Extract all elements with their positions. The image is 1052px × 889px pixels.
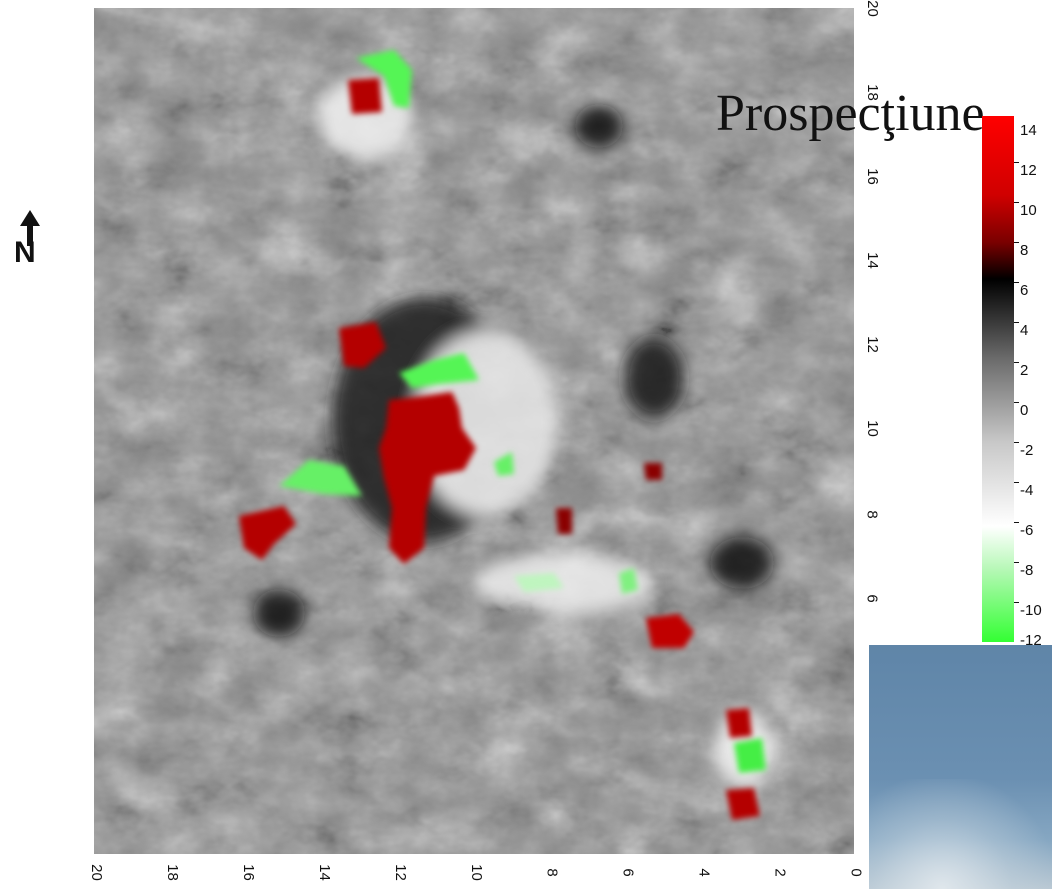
bottom-tick-label: 20 xyxy=(87,864,105,881)
right-tick-label: 16 xyxy=(863,168,881,185)
legend-tick xyxy=(1014,202,1019,203)
bottom-tick-label: 10 xyxy=(467,864,485,881)
right-tick-label: 10 xyxy=(863,420,881,437)
bottom-axis: 20 18 16 14 12 10 8 6 4 2 0 xyxy=(60,854,890,889)
legend-tick xyxy=(1014,402,1019,403)
legend-tick xyxy=(1014,322,1019,323)
bottom-tick-label: 14 xyxy=(315,864,333,881)
legend-label: 14 xyxy=(1020,122,1037,139)
right-tick-label: 20 xyxy=(863,0,881,17)
legend-label: -4 xyxy=(1020,482,1034,499)
legend-label: 6 xyxy=(1020,282,1029,299)
right-tick-label: 12 xyxy=(863,336,881,353)
bottom-tick-label: 0 xyxy=(847,868,865,877)
bottom-tick-label: 8 xyxy=(543,868,561,877)
legend-label: 8 xyxy=(1020,242,1029,259)
legend-label: -8 xyxy=(1020,562,1034,579)
legend-tick xyxy=(1014,482,1019,483)
legend-tick xyxy=(1014,602,1019,603)
bottom-tick-label: 4 xyxy=(695,868,713,877)
north-label: N xyxy=(14,236,36,269)
legend-tick xyxy=(1014,242,1019,243)
survey-map-canvas xyxy=(94,8,854,854)
right-tick-label: 6 xyxy=(863,594,881,603)
legend-tick xyxy=(1014,442,1019,443)
survey-map xyxy=(94,8,854,854)
legend-tick xyxy=(1014,362,1019,363)
color-scale-bar xyxy=(982,116,1014,642)
legend-label: -2 xyxy=(1020,442,1034,459)
legend-label: -6 xyxy=(1020,522,1034,539)
legend-tick xyxy=(1014,562,1019,563)
legend-label: -10 xyxy=(1020,602,1042,619)
right-tick-label: 14 xyxy=(863,252,881,269)
bottom-tick-label: 16 xyxy=(239,864,257,881)
legend-label: 0 xyxy=(1020,402,1029,419)
color-legend: 14 12 10 8 6 4 2 0 -2 -4 -6 -8 -10 -12 xyxy=(982,116,1052,649)
legend-tick xyxy=(1014,162,1019,163)
legend-label: 2 xyxy=(1020,362,1029,379)
legend-tick xyxy=(1014,282,1019,283)
legend-label: 10 xyxy=(1020,202,1037,219)
legend-label: -12 xyxy=(1020,632,1042,649)
right-tick-label: 8 xyxy=(863,510,881,519)
bottom-tick-label: 6 xyxy=(619,868,637,877)
sky-photo xyxy=(869,645,1052,889)
legend-label: 12 xyxy=(1020,162,1037,179)
north-arrow-icon xyxy=(12,208,48,280)
bottom-tick-label: 12 xyxy=(391,864,409,881)
photo-haze xyxy=(869,779,1052,889)
map-title: Prospecţiune xyxy=(716,85,985,142)
bottom-tick-label: 2 xyxy=(771,868,789,877)
bottom-tick-label: 18 xyxy=(163,864,181,881)
legend-tick xyxy=(1014,522,1019,523)
legend-label: 4 xyxy=(1020,322,1029,339)
